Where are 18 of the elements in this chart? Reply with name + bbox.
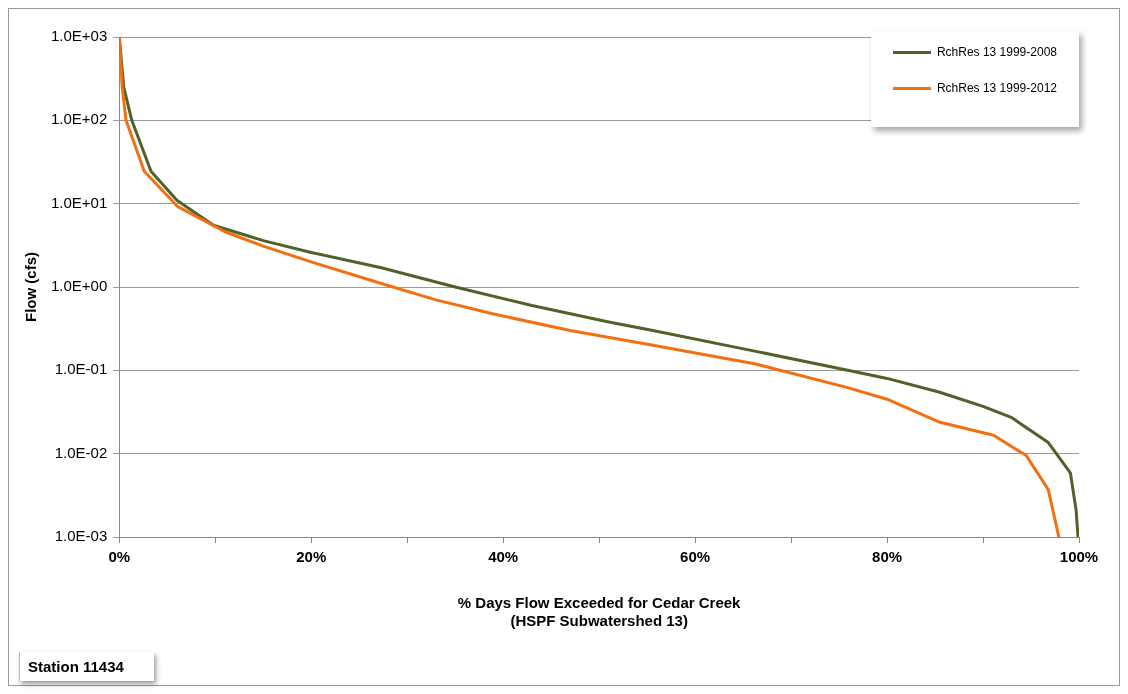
y-tick-label: 1.0E+00 xyxy=(50,277,108,295)
y-tick-label: 1.0E+03 xyxy=(50,27,108,45)
y-tick-label: 1.0E-03 xyxy=(54,527,108,545)
legend-label: RchRes 13 1999-2008 xyxy=(936,45,1057,59)
y-tick-label: 1.0E+01 xyxy=(50,193,108,211)
x-tick-label: 0% xyxy=(108,548,131,566)
x-tick-label: 100% xyxy=(1059,548,1099,566)
x-tick-label: 60% xyxy=(680,548,711,566)
y-tick-label: 1.0E-01 xyxy=(54,360,108,378)
text: Station 11434 xyxy=(19,652,154,681)
x-tick-label: 20% xyxy=(296,548,327,566)
y-axis-title: Flow (cfs) xyxy=(22,252,40,322)
x-tick-label: 40% xyxy=(488,548,519,566)
y-tick-label: 1.0E+02 xyxy=(50,110,108,128)
y-tick-label: 1.0E-02 xyxy=(54,443,108,461)
legend-label: RchRes 13 1999-2012 xyxy=(936,81,1057,95)
x-tick-label: 80% xyxy=(872,548,903,566)
x-axis-title: % Days Flow Exceeded for Cedar Creek (HSPF Subwatershed 13) xyxy=(457,594,742,630)
